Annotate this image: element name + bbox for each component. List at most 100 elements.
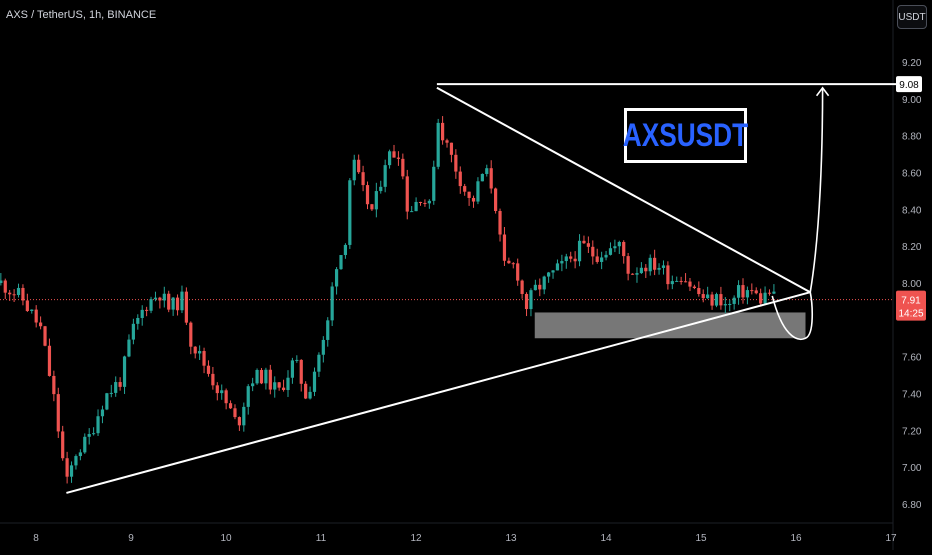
candle-body	[524, 293, 529, 310]
candle-body	[171, 297, 175, 310]
candle-body	[308, 391, 312, 399]
candle-body	[653, 257, 657, 270]
candle-body	[312, 371, 317, 392]
candle-body	[43, 326, 47, 346]
candle-body	[83, 436, 87, 453]
candle-body	[379, 186, 383, 192]
candle-body	[162, 293, 166, 301]
candle-body	[343, 244, 348, 256]
candle-body	[533, 284, 537, 291]
candle-body	[626, 256, 630, 274]
candle-body	[745, 290, 750, 298]
candle-body	[657, 267, 661, 270]
candle-body	[423, 202, 427, 204]
candle-body	[485, 168, 489, 174]
candle-body	[237, 417, 241, 426]
x-tick-label: 17	[885, 533, 897, 544]
candle-body	[763, 292, 767, 304]
candle-body	[145, 309, 149, 311]
candle-body	[224, 390, 228, 404]
candle-body	[586, 243, 590, 247]
candle-body	[547, 272, 551, 277]
candle-body	[564, 256, 568, 262]
candle-body	[387, 151, 392, 166]
candle-body	[184, 291, 188, 323]
candle-body	[644, 267, 648, 272]
candle-body	[87, 434, 91, 437]
candle-body	[118, 382, 122, 387]
candle-body	[321, 339, 325, 355]
candle-body	[613, 246, 617, 249]
candle-body	[92, 433, 96, 435]
x-tick-label: 16	[790, 533, 802, 544]
candle-body	[714, 294, 719, 306]
candle-body	[666, 265, 670, 285]
candle-body	[418, 201, 423, 203]
candle-body	[370, 204, 374, 210]
candle-body	[736, 285, 741, 298]
x-tick-label: 15	[695, 533, 707, 544]
y-tick-label: 8.40	[902, 205, 922, 216]
candle-body	[228, 403, 233, 409]
annotation-box[interactable]: AXSUSDT	[623, 108, 748, 163]
candle-body	[158, 297, 162, 301]
y-tick-label: 7.20	[902, 426, 922, 437]
candle-body	[441, 122, 445, 141]
candle-body	[706, 294, 710, 299]
candle-body	[198, 351, 202, 354]
candle-body	[573, 258, 577, 262]
y-tick-label: 7.40	[902, 390, 922, 401]
candle-body	[675, 280, 679, 282]
triangle-upper-line	[436, 86, 811, 294]
candle-body	[582, 240, 586, 244]
candle-body	[591, 246, 595, 257]
candle-body	[414, 201, 418, 212]
last-price-tag	[896, 290, 926, 321]
candle-body	[34, 309, 38, 323]
candle-body	[16, 287, 21, 296]
candle-body	[471, 197, 476, 202]
candle-body	[489, 168, 493, 189]
candle-body	[114, 382, 118, 393]
candle-body	[273, 382, 277, 390]
candle-body	[436, 122, 440, 167]
candle-body	[56, 394, 60, 432]
candle-body	[202, 351, 206, 366]
candle-body	[405, 176, 409, 212]
symbol-title: AXS / TetherUS, 1h, BINANCE	[6, 9, 157, 21]
candle-body	[246, 386, 250, 407]
y-tick-label: 6.80	[902, 500, 922, 511]
candle-body	[577, 240, 582, 262]
x-tick-label: 14	[600, 533, 612, 544]
candle-body	[759, 293, 763, 304]
y-tick-label: 8.00	[902, 279, 922, 290]
candle-body	[728, 303, 732, 305]
support-zone	[534, 312, 806, 339]
candle-body	[69, 465, 74, 477]
candle-body	[193, 346, 197, 354]
candle-body	[361, 172, 365, 186]
candle-body	[357, 159, 361, 173]
candle-body	[383, 165, 387, 187]
candle-body	[458, 171, 462, 187]
candle-body	[3, 280, 7, 293]
candle-body	[507, 260, 511, 264]
currency-button[interactable]: USDT	[897, 5, 927, 29]
candle-body	[445, 140, 449, 143]
candle-body	[670, 281, 674, 285]
candle-body	[767, 292, 772, 294]
candle-body	[608, 248, 613, 255]
candle-body	[750, 290, 754, 292]
y-tick-label: 8.20	[902, 242, 922, 253]
candle-body	[290, 360, 295, 378]
candle-body	[334, 269, 339, 287]
candle-body	[215, 385, 219, 394]
candle-body	[410, 211, 414, 213]
candle-body	[392, 151, 396, 158]
y-tick-label: 7.00	[902, 463, 922, 474]
candle-body	[189, 322, 193, 347]
candle-body	[688, 281, 692, 287]
candle-body	[600, 257, 604, 262]
